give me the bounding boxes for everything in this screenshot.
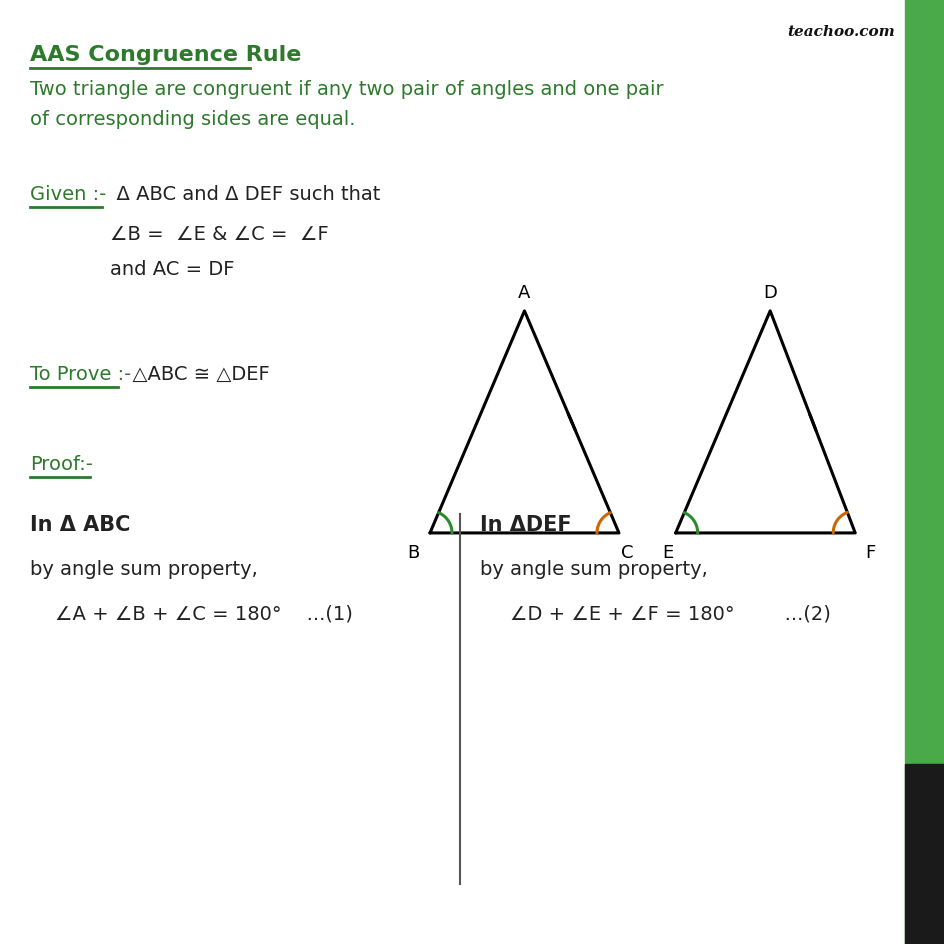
Text: D: D [763,283,776,301]
Text: In Δ ABC: In Δ ABC [30,514,130,534]
Text: ∠A + ∠B + ∠C = 180°    ...(1): ∠A + ∠B + ∠C = 180° ...(1) [55,604,352,623]
Text: Given :-: Given :- [30,185,106,204]
Text: B: B [407,544,419,562]
Text: by angle sum property,: by angle sum property, [480,560,707,579]
Text: To Prove :-: To Prove :- [30,364,131,383]
Text: by angle sum property,: by angle sum property, [30,560,258,579]
Text: AAS Congruence Rule: AAS Congruence Rule [30,45,301,65]
Text: C: C [620,544,632,562]
Text: △ABC ≅ △DEF: △ABC ≅ △DEF [120,364,269,383]
Text: ∠B =  ∠E & ∠C =  ∠F: ∠B = ∠E & ∠C = ∠F [110,225,329,244]
Bar [904,0,944,944]
Text: F: F [865,544,874,562]
Text: A: A [517,283,531,301]
Text: Two triangle are congruent if any two pair of angles and one pair: Two triangle are congruent if any two pa… [30,80,663,99]
Text: E: E [662,544,673,562]
Text: Proof:-: Proof:- [30,454,93,474]
Text: of corresponding sides are equal.: of corresponding sides are equal. [30,110,355,129]
Text: Δ ABC and Δ DEF such that: Δ ABC and Δ DEF such that [104,185,380,204]
Bar [904,765,944,944]
Text: ∠D + ∠E + ∠F = 180°        ...(2): ∠D + ∠E + ∠F = 180° ...(2) [510,604,830,623]
Text: In ΔDEF: In ΔDEF [480,514,571,534]
Text: and AC = DF: and AC = DF [110,260,234,278]
Text: teachoo.com: teachoo.com [786,25,894,39]
